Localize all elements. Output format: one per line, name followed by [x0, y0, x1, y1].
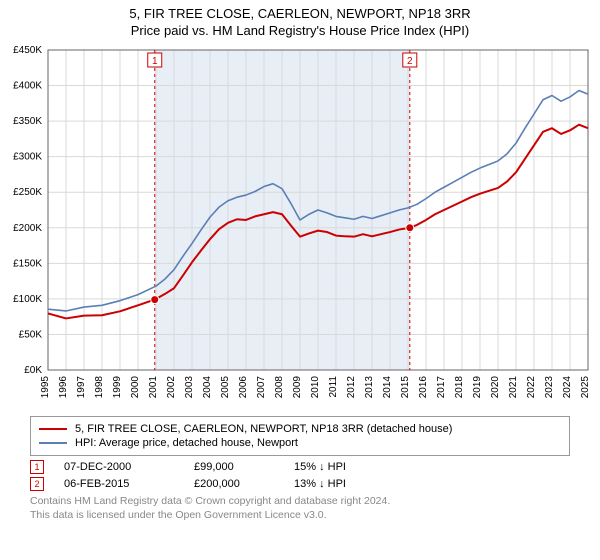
sale-marker: 2	[30, 477, 44, 491]
svg-text:£350K: £350K	[13, 116, 42, 127]
sale-price: £99,000	[194, 461, 274, 473]
svg-text:2020: 2020	[490, 376, 501, 399]
legend-row: HPI: Average price, detached house, Newp…	[39, 437, 561, 449]
svg-text:2010: 2010	[310, 376, 321, 399]
svg-text:1: 1	[152, 56, 158, 67]
svg-text:2: 2	[407, 56, 413, 67]
svg-text:2014: 2014	[382, 376, 393, 399]
svg-text:2002: 2002	[166, 376, 177, 399]
svg-text:2006: 2006	[238, 376, 249, 399]
svg-text:2023: 2023	[544, 376, 555, 399]
price-chart: £0K £50K £100K £150K £200K £250K £300K £350K £40…	[0, 40, 600, 410]
legend-label: 5, FIR TREE CLOSE, CAERLEON, NEWPORT, NP…	[75, 423, 452, 435]
footer-line: This data is licensed under the Open Gov…	[30, 509, 570, 523]
legend-row: 5, FIR TREE CLOSE, CAERLEON, NEWPORT, NP…	[39, 423, 561, 435]
svg-text:2019: 2019	[472, 376, 483, 399]
sale-price: £200,000	[194, 478, 274, 490]
svg-text:2011: 2011	[328, 376, 339, 398]
sale-marker: 1	[30, 460, 44, 474]
svg-text:£400K: £400K	[13, 81, 42, 92]
legend-swatch	[39, 442, 67, 444]
sales-table: 1 07-DEC-2000 £99,000 15% ↓ HPI 2 06-FEB-2015…	[30, 460, 570, 491]
sale-date: 06-FEB-2015	[64, 478, 174, 490]
sale-row: 2 06-FEB-2015 £200,000 13% ↓ HPI	[30, 477, 570, 491]
svg-text:2013: 2013	[364, 376, 375, 399]
data-attribution: Contains HM Land Registry data © Crown c…	[30, 495, 570, 522]
svg-text:2007: 2007	[256, 376, 267, 399]
svg-text:£100K: £100K	[13, 294, 42, 305]
footer-line: Contains HM Land Registry data © Crown c…	[30, 495, 570, 509]
svg-text:1997: 1997	[76, 376, 87, 399]
svg-text:2024: 2024	[562, 376, 573, 399]
chart-title-sub: Price paid vs. HM Land Registry's House …	[0, 23, 600, 38]
svg-text:2005: 2005	[220, 376, 231, 399]
svg-text:£0K: £0K	[24, 365, 42, 376]
legend-label: HPI: Average price, detached house, Newp…	[75, 437, 298, 449]
svg-text:2015: 2015	[400, 376, 411, 399]
legend: 5, FIR TREE CLOSE, CAERLEON, NEWPORT, NP…	[30, 416, 570, 456]
svg-text:1995: 1995	[40, 376, 51, 399]
svg-text:£200K: £200K	[13, 223, 42, 234]
sale-row: 1 07-DEC-2000 £99,000 15% ↓ HPI	[30, 460, 570, 474]
sale-hpi-compare: 13% ↓ HPI	[294, 478, 374, 490]
svg-text:1996: 1996	[58, 376, 69, 399]
svg-text:2016: 2016	[418, 376, 429, 399]
svg-text:1999: 1999	[112, 376, 123, 399]
svg-text:2017: 2017	[436, 376, 447, 399]
sale-date: 07-DEC-2000	[64, 461, 174, 473]
svg-text:2000: 2000	[130, 376, 141, 399]
svg-text:2012: 2012	[346, 376, 357, 399]
svg-text:£300K: £300K	[13, 152, 42, 163]
svg-text:2009: 2009	[292, 376, 303, 399]
svg-text:2003: 2003	[184, 376, 195, 399]
svg-text:2025: 2025	[580, 376, 591, 399]
svg-text:£50K: £50K	[19, 329, 43, 340]
svg-text:£450K: £450K	[13, 45, 42, 56]
svg-text:£250K: £250K	[13, 187, 42, 198]
svg-text:1998: 1998	[94, 376, 105, 399]
svg-text:2018: 2018	[454, 376, 465, 399]
sale-hpi-compare: 15% ↓ HPI	[294, 461, 374, 473]
svg-text:2021: 2021	[508, 376, 519, 399]
svg-text:2004: 2004	[202, 376, 213, 399]
svg-text:£150K: £150K	[13, 258, 42, 269]
legend-swatch	[39, 428, 67, 430]
svg-text:2022: 2022	[526, 376, 537, 399]
svg-text:2001: 2001	[148, 376, 159, 399]
svg-text:2008: 2008	[274, 376, 285, 399]
chart-title-address: 5, FIR TREE CLOSE, CAERLEON, NEWPORT, NP…	[0, 6, 600, 21]
